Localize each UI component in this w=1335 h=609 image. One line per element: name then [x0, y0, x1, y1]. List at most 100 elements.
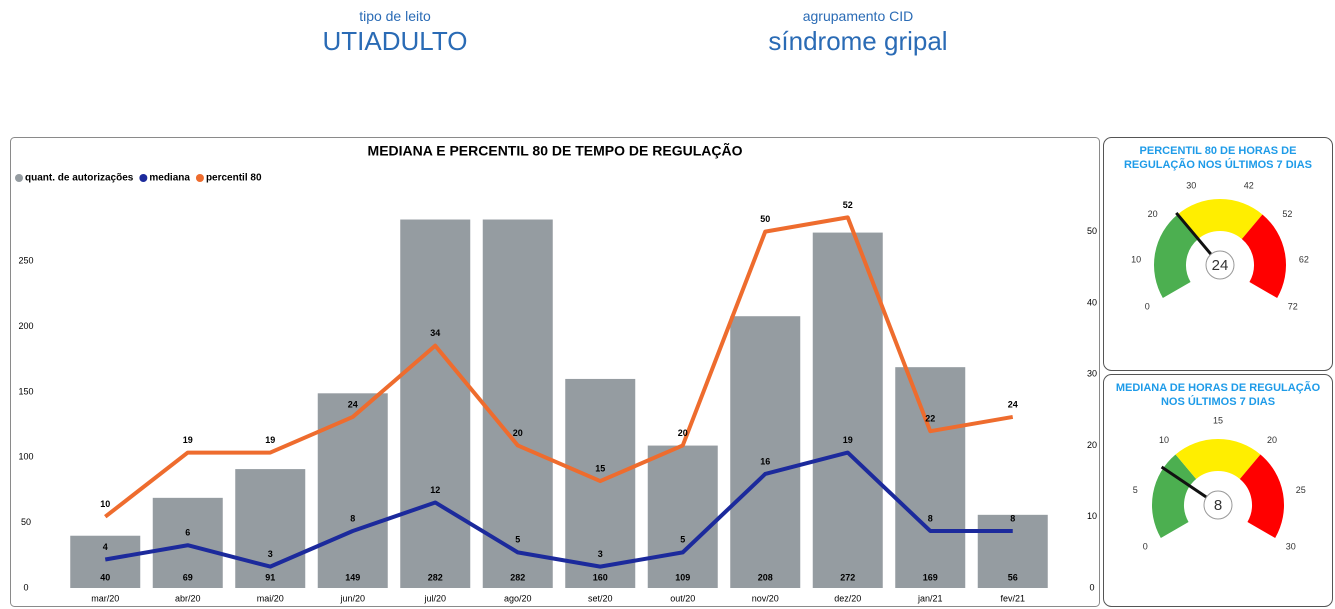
- x-tick-label: fev/21: [1000, 593, 1025, 603]
- legend-marker: [15, 174, 23, 182]
- gauge-tick-label: 20: [1267, 435, 1277, 445]
- legend-label: quant. de autorizações: [25, 173, 134, 184]
- gauge-tick-label: 10: [1159, 435, 1169, 445]
- y-tick-label: 250: [18, 256, 33, 266]
- gauge-tick-label: 0: [1145, 301, 1150, 311]
- line: [104, 215, 1014, 519]
- gauge-hub: [1205, 250, 1235, 280]
- bar: [647, 445, 718, 588]
- legend-label: mediana: [149, 173, 190, 184]
- legend-label: percentil 80: [206, 173, 262, 184]
- bar: [977, 514, 1048, 588]
- bar-value-label: 149: [345, 572, 360, 582]
- filter-value: UTIADULTO: [322, 26, 468, 56]
- x-tick-label: jul/20: [423, 593, 446, 603]
- gauge-tick-label: 25: [1296, 485, 1306, 495]
- bar-value-label: 91: [265, 572, 275, 582]
- line-value-label: 4: [103, 542, 108, 552]
- gauge-value: 24: [1212, 257, 1229, 274]
- gauge-hub: [1203, 490, 1233, 520]
- line-value-label: 22: [925, 414, 935, 424]
- y-tick-label: 200: [18, 321, 33, 331]
- bar: [152, 497, 223, 588]
- x-tick-label: ago/20: [504, 593, 532, 603]
- x-tick-label: abr/20: [175, 593, 201, 603]
- y-tick-label: 100: [18, 452, 33, 462]
- gauge-frame: [1103, 374, 1333, 607]
- gauge-title: MEDIANA DE HORAS DE REGULAÇÃO NOS ÚLTIMO…: [1115, 382, 1321, 408]
- chart-title: MEDIANA E PERCENTIL 80 DE TEMPO DE REGUL…: [368, 142, 743, 159]
- line-value-label: 10: [100, 499, 110, 509]
- gauge-needle: [1160, 465, 1209, 500]
- line-value-label: 5: [680, 535, 685, 545]
- bar: [317, 393, 388, 588]
- line-value-label: 24: [1008, 399, 1018, 409]
- bar: [730, 316, 801, 588]
- line-value-label: 3: [598, 549, 603, 559]
- line-value-label: 16: [760, 456, 770, 466]
- bar: [895, 367, 966, 588]
- gauge-needle: [1175, 211, 1214, 257]
- gauge-band: [1177, 199, 1263, 240]
- bar-value-label: 282: [510, 572, 525, 582]
- gauge-title: PERCENTIL 80 DE HORAS DE REGULAÇÃO NOS Ú…: [1123, 145, 1313, 171]
- gauge-band: [1152, 454, 1197, 538]
- gauge-frame: [1103, 137, 1333, 371]
- x-tick-label: set/20: [588, 593, 613, 603]
- bar-value-label: 282: [428, 572, 443, 582]
- gauge-tick-label: 62: [1299, 254, 1309, 264]
- line-value-label: 34: [430, 328, 440, 338]
- gauge-band: [1154, 214, 1199, 298]
- gauge-tick-label: 5: [1133, 485, 1138, 495]
- line-value-label: 20: [678, 428, 688, 438]
- bar: [235, 469, 306, 588]
- gauge-tick-label: 20: [1148, 209, 1158, 219]
- bar-value-label: 208: [758, 572, 773, 582]
- y2-tick-label: 10: [1087, 511, 1097, 521]
- line-value-label: 8: [1010, 513, 1015, 523]
- gauge-tick-label: 52: [1282, 209, 1292, 219]
- gauge-tick-label: 42: [1244, 180, 1254, 190]
- gauge-tick-label: 30: [1186, 180, 1196, 190]
- line-value-label: 8: [928, 513, 933, 523]
- line: [104, 450, 1013, 569]
- y2-tick-label: 30: [1087, 369, 1097, 379]
- line-value-label: 8: [350, 513, 355, 523]
- bar: [400, 219, 471, 588]
- gauge-tick-label: 30: [1286, 541, 1296, 551]
- line-value-label: 19: [265, 435, 275, 445]
- bar-value-label: 56: [1008, 572, 1018, 582]
- line-value-label: 3: [268, 549, 273, 559]
- gauge-tick-label: 10: [1131, 254, 1141, 264]
- bar-value-label: 109: [675, 572, 690, 582]
- line-value-label: 50: [760, 214, 770, 224]
- x-tick-label: nov/20: [752, 593, 779, 603]
- filter: agrupamento CID síndrome gripal: [708, 8, 1008, 57]
- legend-marker: [195, 174, 204, 182]
- y2-tick-label: 40: [1087, 297, 1097, 307]
- bar: [812, 232, 883, 588]
- x-tick-label: dez/20: [834, 593, 861, 603]
- line-value-label: 6: [185, 528, 190, 538]
- legend-marker: [139, 174, 148, 182]
- y2-tick-label: 20: [1087, 440, 1097, 450]
- gauge-band: [1241, 214, 1286, 298]
- bar-value-label: 272: [840, 572, 855, 582]
- bar: [482, 219, 553, 588]
- bar-value-label: 69: [183, 572, 193, 582]
- y2-tick-label: 50: [1087, 226, 1097, 236]
- line-value-label: 5: [515, 535, 520, 545]
- line-value-label: 15: [595, 463, 605, 473]
- gauge-tick-label: 72: [1288, 301, 1298, 311]
- x-tick-label: mar/20: [91, 593, 119, 603]
- bar: [565, 378, 636, 588]
- line-value-label: 12: [430, 485, 440, 495]
- x-tick-label: jun/20: [339, 593, 365, 603]
- bar-value-label: 160: [593, 572, 608, 582]
- x-tick-label: mai/20: [257, 593, 284, 603]
- y-tick-label: 0: [23, 582, 28, 592]
- gauge-tick-label: 0: [1143, 541, 1148, 551]
- line-value-label: 52: [843, 200, 853, 210]
